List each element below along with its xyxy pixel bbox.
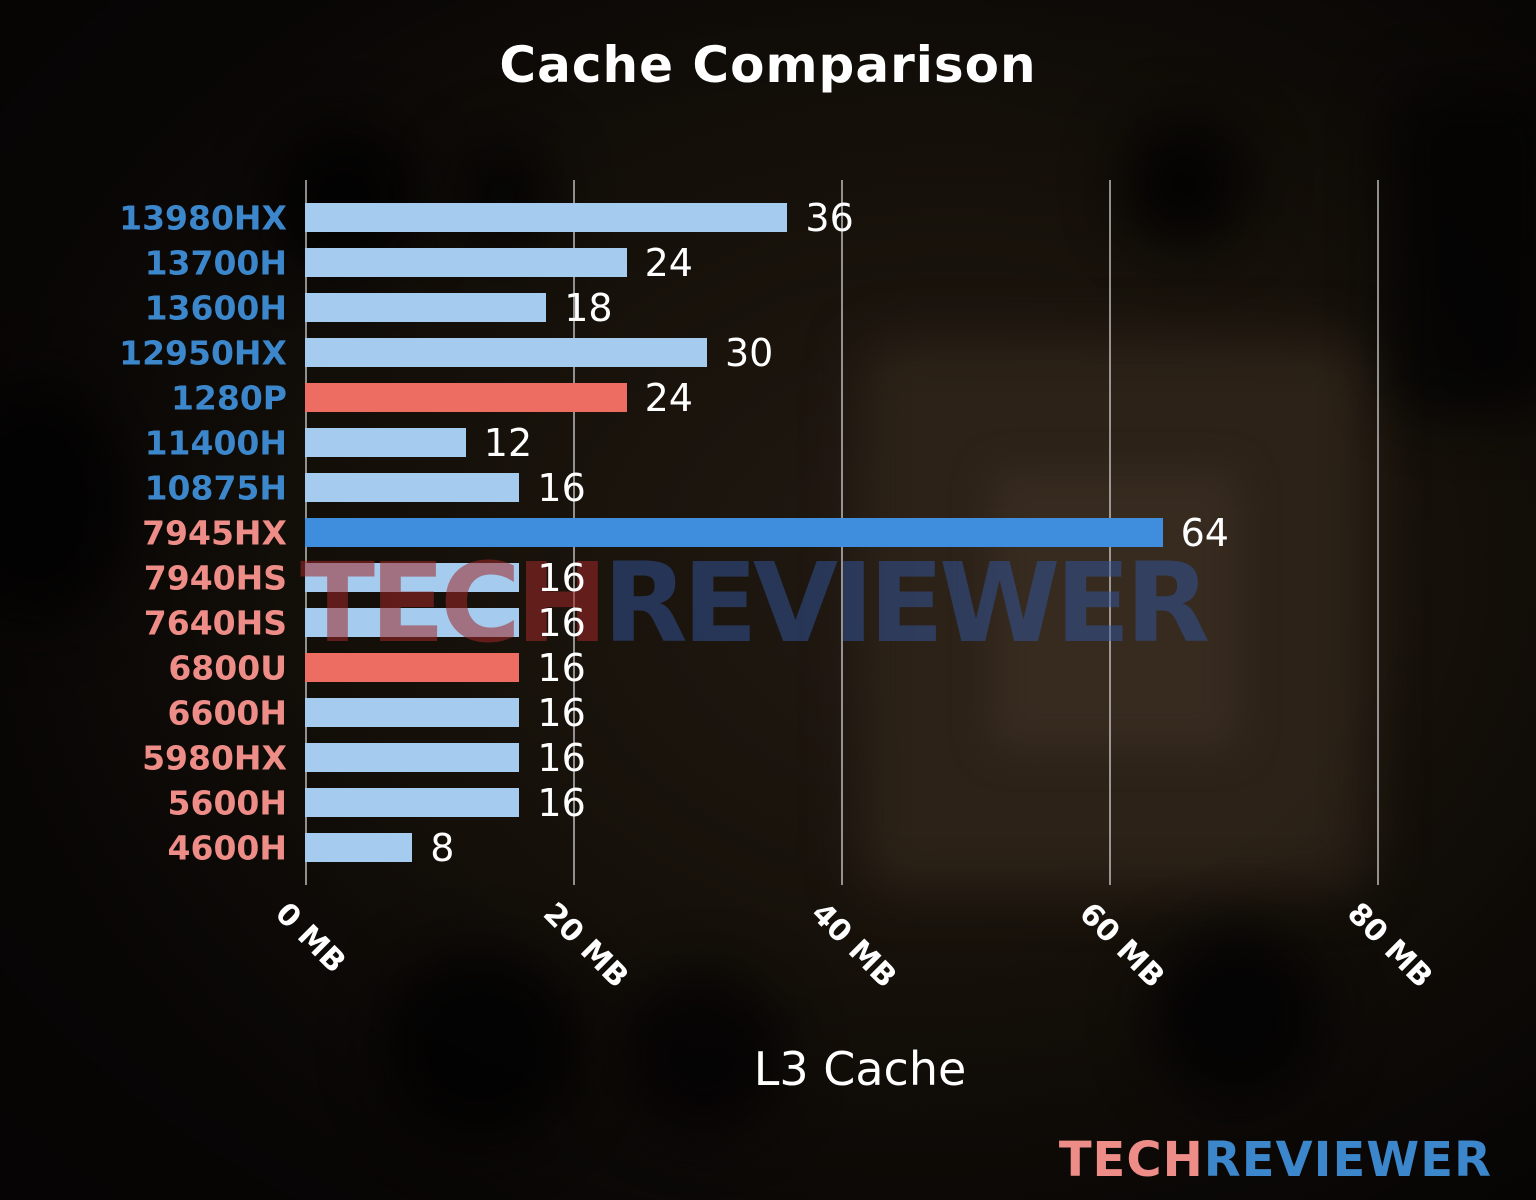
category-label: 7945HX [142, 513, 287, 552]
bar-row: 7640HS 16 [144, 600, 1415, 645]
value-label: 18 [564, 285, 613, 330]
value-label: 8 [430, 825, 455, 870]
category-label: 6600H [167, 693, 287, 732]
bar [305, 698, 520, 727]
bar-row: 6600H 16 [168, 690, 1415, 735]
category-label: 13600H [144, 288, 287, 327]
bar-row: 13980HX 36 [119, 195, 1415, 240]
category-label: 5600H [167, 783, 287, 822]
value-label: 24 [644, 375, 693, 420]
value-label: 24 [644, 240, 693, 285]
category-label: 10875H [144, 468, 287, 507]
bar-row: 5600H 16 [168, 780, 1415, 825]
value-label: 16 [537, 600, 586, 645]
bar [305, 833, 413, 862]
value-label: 16 [537, 465, 586, 510]
bar-row: 6800U 16 [168, 645, 1415, 690]
value-label: 30 [725, 330, 774, 375]
category-label: 4600H [167, 828, 287, 867]
bar [305, 518, 1163, 547]
value-label: 16 [537, 555, 586, 600]
category-label: 1280P [170, 378, 287, 417]
category-label: 12950HX [119, 333, 287, 372]
bar [305, 428, 466, 457]
bar-row: 4600H 8 [168, 825, 1415, 870]
bar-row: 5980HX 16 [142, 735, 1415, 780]
bar [305, 338, 707, 367]
bar-row: 7945HX 64 [142, 510, 1415, 555]
value-label: 16 [537, 690, 586, 735]
watermark: TECHREVIEWER [300, 548, 1210, 658]
bar-row: 7940HS 16 [144, 555, 1415, 600]
bar [305, 788, 520, 817]
bar-row: 12950HX 30 [119, 330, 1415, 375]
category-label: 13700H [144, 243, 287, 282]
bar-row: 13600H 18 [145, 285, 1415, 330]
bar-row: 11400H 12 [145, 420, 1415, 465]
bar [305, 383, 627, 412]
logo-tech-text: TECH [1058, 1132, 1204, 1188]
watermark-reviewer-text: REVIEWER [602, 539, 1210, 667]
watermark-tech-text: TECH [300, 539, 608, 667]
bar-row: 13700H 24 [145, 240, 1415, 285]
plot-area: 13980HX 36 13700H 24 13600H 18 12950HX 30 1280P 2… [119, 180, 1415, 885]
value-label: 12 [483, 420, 533, 465]
bar [305, 203, 788, 232]
category-label: 7640HS [143, 603, 287, 642]
logo-reviewer-text: REVIEWER [1203, 1132, 1492, 1188]
x-axis-label: L3 Cache [753, 1042, 967, 1096]
bar [305, 473, 520, 502]
bar-row: 10875H 16 [145, 465, 1415, 510]
value-label: 16 [537, 780, 586, 825]
category-label: 6800U [168, 648, 287, 687]
bar [305, 653, 520, 682]
category-label: 5980HX [142, 738, 287, 777]
bar [305, 563, 520, 592]
value-label: 16 [537, 645, 586, 690]
brand-logo: TECHREVIEWER [1059, 1132, 1492, 1188]
category-label: 11400H [144, 423, 287, 462]
bar [305, 293, 547, 322]
value-label: 36 [805, 195, 854, 240]
bar [305, 248, 627, 277]
bar [305, 743, 520, 772]
chart-title: Cache Comparison [499, 36, 1037, 94]
category-label: 13980HX [119, 198, 287, 237]
bar-row: 1280P 24 [171, 375, 1415, 420]
category-label: 7940HS [143, 558, 287, 597]
value-label: 64 [1180, 510, 1229, 555]
value-label: 16 [537, 735, 586, 780]
bar [305, 608, 520, 637]
gridline [1377, 180, 1379, 885]
